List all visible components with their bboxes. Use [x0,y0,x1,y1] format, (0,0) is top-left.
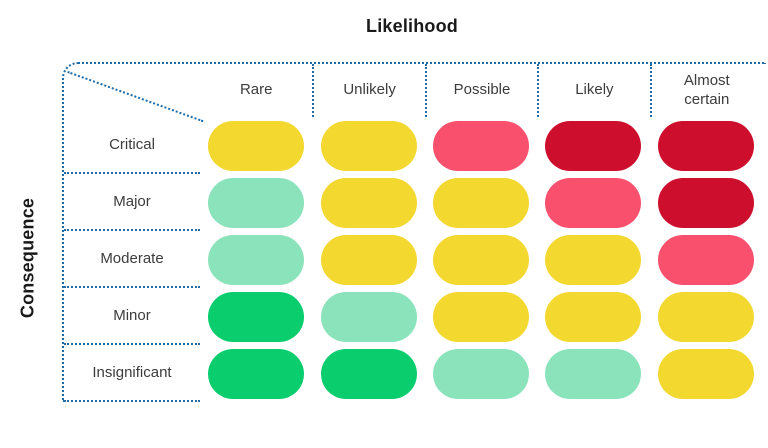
matrix-cell [200,174,312,231]
matrix-cell [425,117,537,174]
matrix-cell [425,345,537,402]
column-header-almost-certain: Almost certain [649,64,762,117]
risk-pill-major-likely [545,177,642,228]
risk-pill-major-almost-certain [657,177,754,228]
matrix-cell [650,288,762,345]
risk-pill-major-possible [432,177,529,228]
column-header-unlikely: Unlikely [312,64,424,117]
row-label-critical: Critical [64,117,200,174]
matrix-cell [312,174,424,231]
risk-pill-insignificant-rare [208,348,305,399]
column-header-rare: Rare [239,81,273,99]
risk-pill-moderate-likely [545,234,642,285]
row-label-insignificant: Insignificant [64,345,200,402]
matrix-cell [537,174,649,231]
risk-pill-critical-unlikely [320,120,417,171]
risk-pill-critical-almost-certain [657,120,754,171]
matrix-cell [650,345,762,402]
matrix-cell [200,117,312,174]
matrix-cell [200,288,312,345]
matrix-cell [537,288,649,345]
matrix-cell [650,117,762,174]
risk-pill-insignificant-possible [432,348,529,399]
risk-pill-major-rare [208,177,305,228]
risk-pill-moderate-almost-certain [657,234,754,285]
risk-pill-moderate-possible [432,234,529,285]
matrix-cell [312,117,424,174]
risk-matrix-grid: Rare Unlikely Possible Likely Almost certain… [62,62,766,402]
risk-pill-minor-likely [545,291,642,342]
risk-pill-insignificant-likely [545,348,642,399]
risk-pill-minor-possible [432,291,529,342]
risk-pill-minor-unlikely [320,291,417,342]
matrix-cell [425,231,537,288]
matrix-cell [312,345,424,402]
matrix-cell [312,288,424,345]
risk-pill-moderate-unlikely [320,234,417,285]
risk-pill-minor-rare [208,291,305,342]
matrix-cell [425,174,537,231]
row-label-major: Major [64,174,200,231]
matrix-cell [650,231,762,288]
x-axis-title: Likelihood [366,16,458,36]
risk-pill-major-unlikely [320,177,417,228]
matrix-cell [537,345,649,402]
matrix-cell [312,231,424,288]
matrix-cell [537,231,649,288]
column-header-possible: Possible [424,64,537,117]
matrix-cell [537,117,649,174]
risk-pill-insignificant-unlikely [320,348,417,399]
matrix-cell [425,288,537,345]
risk-pill-critical-possible [432,120,529,171]
risk-pill-critical-rare [208,120,305,171]
diagonal-divider-line [67,71,204,123]
matrix-cell [650,174,762,231]
y-axis-title: Consequence [17,197,38,319]
risk-pill-insignificant-almost-certain [657,348,754,399]
row-label-moderate: Moderate [64,231,200,288]
matrix-cell [200,231,312,288]
risk-pill-minor-almost-certain [657,291,754,342]
risk-pill-moderate-rare [208,234,305,285]
risk-pill-critical-likely [545,120,642,171]
column-header-likely: Likely [537,64,649,117]
matrix-cell [200,345,312,402]
matrix-corner-cell [64,64,204,123]
row-label-minor: Minor [64,288,200,345]
